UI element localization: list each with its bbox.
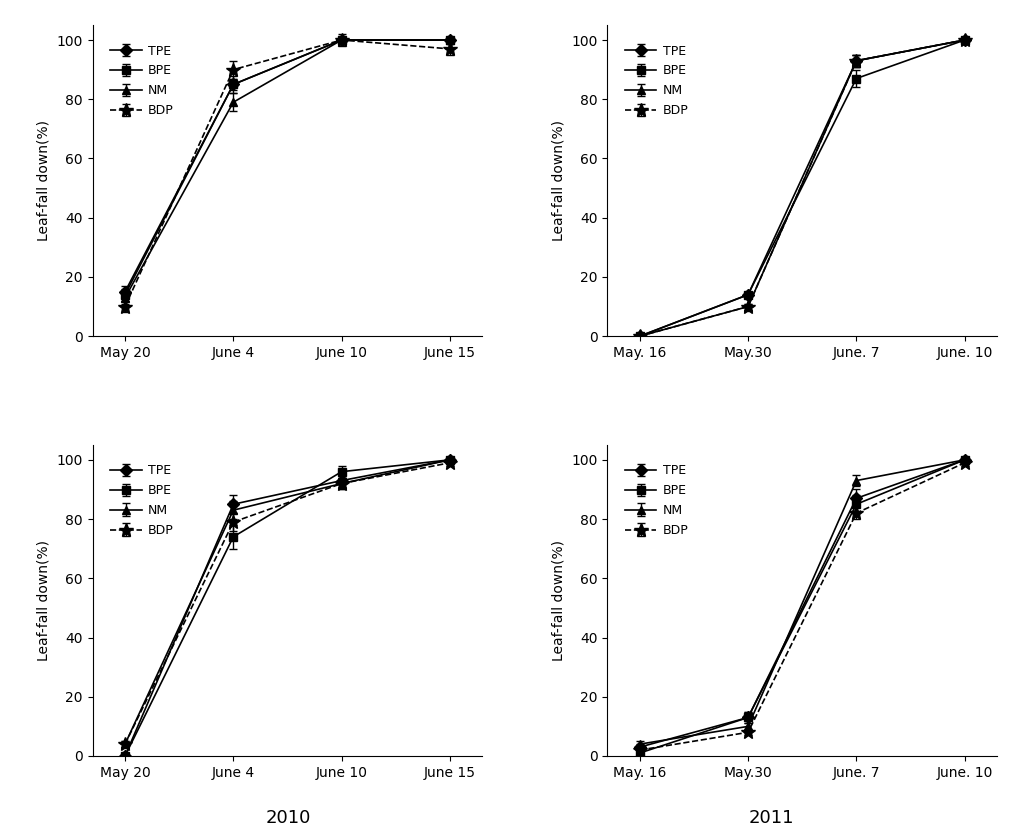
Y-axis label: Leaf-fall down(%): Leaf-fall down(%) <box>552 540 565 661</box>
Y-axis label: Leaf-fall down(%): Leaf-fall down(%) <box>37 540 50 661</box>
Text: 2010: 2010 <box>265 809 310 827</box>
Legend: TPE, BPE, NM, BDP: TPE, BPE, NM, BDP <box>621 460 692 541</box>
Text: 2011: 2011 <box>748 809 794 827</box>
Legend: TPE, BPE, NM, BDP: TPE, BPE, NM, BDP <box>107 460 177 541</box>
Legend: TPE, BPE, NM, BDP: TPE, BPE, NM, BDP <box>107 41 177 121</box>
Y-axis label: Leaf-fall down(%): Leaf-fall down(%) <box>552 120 565 241</box>
Legend: TPE, BPE, NM, BDP: TPE, BPE, NM, BDP <box>621 41 692 121</box>
Y-axis label: Leaf-fall down(%): Leaf-fall down(%) <box>37 120 50 241</box>
